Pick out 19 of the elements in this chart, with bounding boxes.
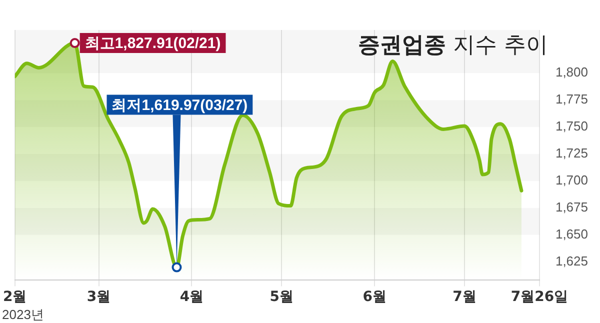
y-tick-label: 1,800 <box>555 64 588 80</box>
y-tick-label: 1,775 <box>555 92 588 107</box>
annotation: 최저1,619.97(03/27) <box>112 96 248 114</box>
x-tick-label: 6월 <box>362 289 386 306</box>
y-tick-label: 1,750 <box>555 118 588 134</box>
text: 2023년 <box>2 306 44 323</box>
y-tick-label: 1,650 <box>555 226 588 242</box>
x-tick-label: 5월 <box>270 289 294 306</box>
chart-title: 증권업종 지수 추이 <box>358 33 548 58</box>
x-tick-label: 7월 <box>452 289 476 306</box>
x-tick-label: 7월26일 <box>510 289 568 306</box>
annotation: 최고1,827.91(02/21) <box>84 35 221 52</box>
y-tick-label: 1,675 <box>555 200 588 215</box>
y-tick-label: 1,725 <box>555 146 588 161</box>
x-tick-label: 4월 <box>180 289 204 306</box>
x-tick-label: 3월 <box>86 289 111 306</box>
y-tick-label: 1,700 <box>555 172 588 188</box>
y-tick-label: 1,625 <box>555 253 588 268</box>
x-tick-label: 2월 <box>2 289 27 306</box>
